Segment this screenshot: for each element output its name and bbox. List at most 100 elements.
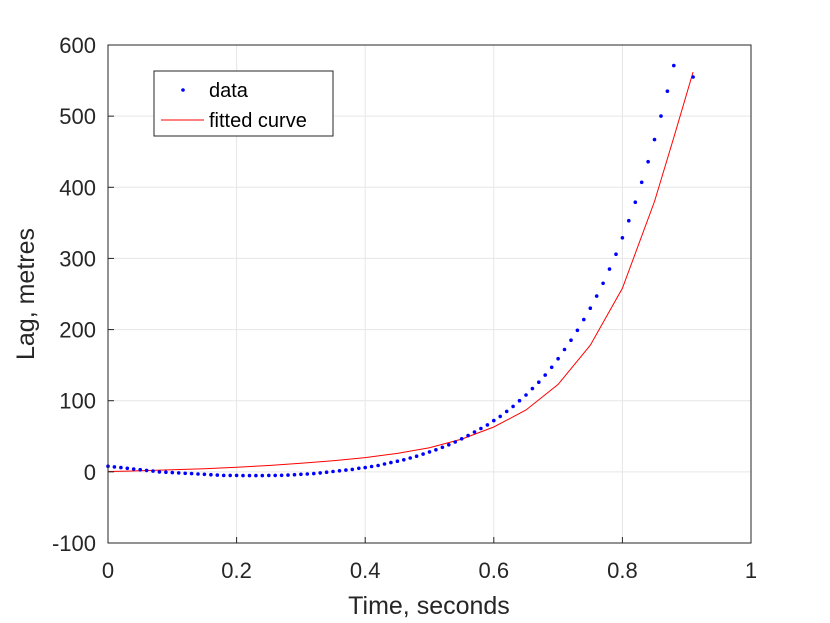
x-tick-label: 0.2 [221, 558, 252, 583]
data-point [183, 471, 187, 476]
legend-marker-data [181, 88, 185, 92]
data-point [427, 450, 432, 454]
data-point [549, 365, 554, 370]
data-point [299, 472, 303, 477]
data-point [318, 471, 323, 475]
data-point [659, 114, 663, 118]
data-point [221, 473, 226, 478]
data-point [395, 459, 400, 464]
data-point [273, 473, 278, 478]
data-point [389, 460, 393, 465]
data-point [189, 471, 194, 476]
y-axis-label: Lag, metres [12, 228, 40, 360]
data-point [324, 470, 329, 475]
data-point [279, 473, 284, 478]
series-layer [106, 63, 695, 478]
legend: data fitted curve [153, 70, 334, 137]
data-point [125, 466, 130, 471]
data-point [247, 473, 252, 478]
data-point [562, 347, 567, 352]
data-point [112, 465, 117, 469]
data-point [672, 63, 676, 68]
data-point [414, 454, 419, 459]
data-point [402, 458, 406, 462]
data-point [170, 470, 175, 475]
legend-label-data: data [209, 80, 249, 102]
data-point [447, 443, 451, 447]
data-point [524, 393, 528, 397]
x-tick-label: 0.8 [607, 558, 638, 583]
y-tick-label: 300 [59, 246, 96, 271]
data-point [440, 445, 445, 450]
data-point [614, 252, 618, 256]
data-point [691, 75, 695, 79]
data-point [241, 473, 245, 478]
data-point [504, 409, 509, 414]
data-point [511, 404, 515, 409]
data-point [646, 159, 650, 164]
data-point [357, 466, 361, 471]
y-tick-label: 100 [59, 389, 96, 414]
data-point [176, 471, 181, 475]
data-point [228, 473, 232, 478]
data-point [537, 380, 541, 385]
data-point [575, 328, 580, 333]
data-point [408, 456, 413, 460]
ticks [107, 44, 752, 544]
data-point [665, 89, 670, 93]
x-tick-label: 1 [745, 558, 757, 583]
data-point [260, 473, 265, 478]
data-point [633, 200, 638, 204]
data-point [363, 465, 368, 470]
x-tick-label: 0.4 [350, 558, 381, 583]
data-point [344, 468, 348, 472]
data-point [607, 267, 612, 271]
data-point [639, 180, 644, 185]
y-tick-label: 200 [59, 318, 96, 343]
data-point [382, 462, 387, 466]
x-tick-label: 0 [102, 558, 114, 583]
data-point [234, 473, 239, 478]
data-point [164, 470, 168, 475]
y-tick-label: -100 [52, 531, 96, 556]
data-point [421, 452, 425, 456]
data-point [144, 468, 149, 473]
plot-frame [107, 44, 752, 544]
data-point [209, 472, 213, 477]
data-point [138, 467, 142, 472]
data-point [350, 467, 355, 472]
data-point [556, 356, 560, 361]
data-point [588, 306, 593, 311]
data-point [254, 473, 258, 478]
data-point [492, 418, 496, 423]
legend-label-fitted-curve: fitted curve [209, 110, 307, 132]
data-point [196, 472, 200, 476]
data-point [543, 373, 547, 377]
data-point [459, 437, 464, 441]
x-tick-label: 0.6 [479, 558, 510, 583]
data-point [151, 469, 155, 473]
data-point [453, 440, 458, 444]
data-point [620, 236, 625, 240]
data-point [582, 317, 586, 322]
legend-box [153, 70, 334, 137]
data-point [215, 473, 220, 477]
y-tick-label: 600 [59, 33, 96, 58]
data-point [331, 469, 335, 474]
data-point [305, 472, 310, 476]
y-tick-label: 0 [84, 460, 96, 485]
data-point [517, 398, 522, 403]
data-point [498, 414, 503, 419]
data-point [485, 423, 490, 427]
data-point [434, 448, 438, 452]
data-point [472, 430, 477, 434]
data-point [157, 470, 162, 474]
data-point [286, 473, 290, 477]
data-point [594, 294, 599, 298]
data-point [292, 472, 297, 477]
data-point [267, 473, 271, 478]
series-fitted-curve-line [107, 71, 694, 472]
data-point [627, 218, 631, 223]
